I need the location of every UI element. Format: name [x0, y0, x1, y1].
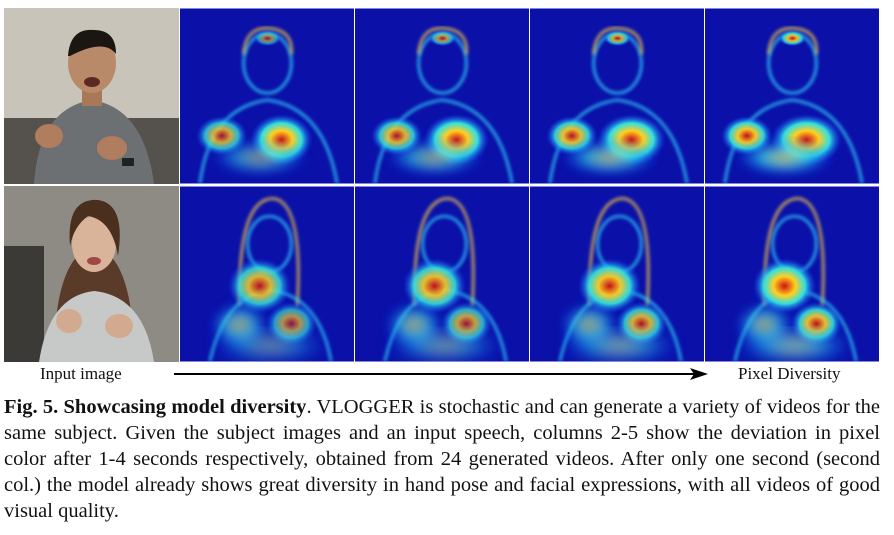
caption-text: . VLOGGER is stochastic and can generate…	[4, 396, 880, 522]
heatmap-shape	[559, 139, 660, 176]
heatmap-shape	[734, 329, 855, 362]
heatmap-shape	[734, 139, 835, 176]
heatmap-shape	[778, 30, 807, 47]
heatmap-shape	[384, 139, 485, 176]
heatmap-cell	[705, 186, 879, 362]
left-label: Input image	[40, 364, 122, 383]
input-photo-woman	[4, 186, 179, 362]
heatmap-shape	[559, 329, 680, 362]
right-label: Pixel Diversity	[738, 364, 841, 383]
input-photo-man	[4, 8, 179, 184]
heatmap-cell	[355, 186, 529, 362]
heatmap-shape	[428, 30, 457, 47]
heatmap-shape	[577, 258, 642, 314]
caption-label: Fig. 5. Showcasing model diversity	[4, 396, 307, 418]
heatmap-shape	[253, 30, 282, 47]
heatmap-shape	[752, 258, 817, 314]
heatmap-cell	[530, 8, 704, 184]
heatmap-shape	[242, 27, 293, 55]
heatmap-shape	[588, 197, 650, 306]
heatmap-cell	[530, 186, 704, 362]
heatmap-shape	[227, 258, 292, 314]
arrow	[174, 368, 708, 380]
heatmap-shape	[209, 139, 310, 176]
heatmap-shape	[417, 27, 468, 55]
figure-grid	[4, 8, 879, 362]
heatmap-shape	[767, 27, 818, 55]
caption: Fig. 5. Showcasing model diversity. VLOG…	[4, 394, 880, 524]
heatmap-shape	[413, 197, 475, 306]
heatmap-shape	[763, 197, 825, 306]
heatmap-cell	[705, 8, 879, 184]
heatmap-shape	[209, 329, 330, 362]
heatmap-cell	[180, 8, 354, 184]
heatmap-shape	[603, 30, 632, 47]
heatmap-shape	[238, 197, 300, 306]
heatmap-shape	[592, 27, 643, 55]
heatmap-shape	[402, 258, 467, 314]
heatmap-shape	[384, 329, 505, 362]
heatmap-cell	[355, 8, 529, 184]
heatmap-cell	[180, 186, 354, 362]
